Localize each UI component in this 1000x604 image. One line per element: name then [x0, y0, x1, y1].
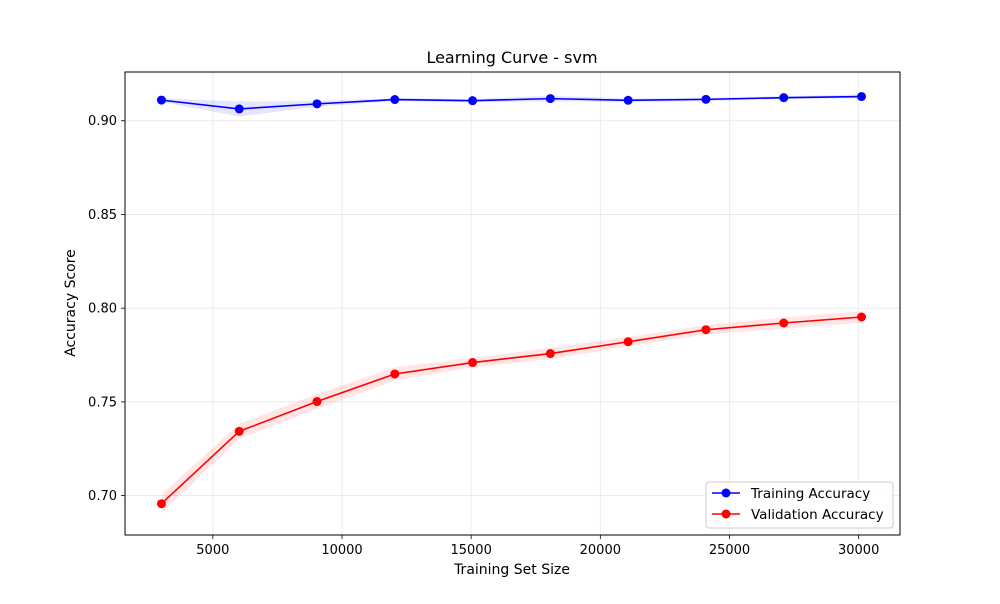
training-accuracy-point: [312, 99, 322, 109]
validation-accuracy-point: [312, 397, 322, 407]
x-tick-label: 20000: [580, 543, 621, 558]
legend-box: [705, 481, 894, 529]
legend-marker-training: [721, 488, 731, 498]
y-tick-label: 0.80: [88, 302, 117, 317]
training-accuracy-point: [234, 104, 244, 114]
y-tick-label: 0.85: [88, 208, 117, 223]
x-tick-label: 25000: [709, 543, 750, 558]
legend-label-training: Training Accuracy: [750, 486, 870, 502]
validation-accuracy-point: [779, 318, 789, 328]
chart-legend: Training Accuracy Validation Accuracy: [705, 481, 894, 529]
validation-accuracy-point: [623, 337, 633, 347]
validation-accuracy-point: [857, 312, 867, 322]
validation-accuracy-line: [160, 316, 862, 505]
x-axis-label: Training Set Size: [453, 562, 570, 578]
x-tick-label: 30000: [838, 543, 879, 558]
validation-accuracy-point: [390, 369, 400, 379]
x-tick-label: 5000: [196, 543, 229, 558]
y-tick-label: 0.70: [88, 489, 117, 504]
training-accuracy-point: [857, 92, 867, 102]
y-axis-ticks: 0.70 0.75 0.80 0.85 0.90: [88, 114, 125, 504]
validation-accuracy-point: [701, 325, 711, 335]
x-axis-ticks: 5000 10000 15000 20000 25000 30000: [196, 535, 879, 558]
training-accuracy-point: [545, 94, 555, 104]
y-tick-label: 0.75: [88, 395, 117, 410]
validation-accuracy-band: [161, 311, 862, 514]
y-tick-label: 0.90: [88, 114, 117, 129]
training-accuracy-point: [701, 94, 711, 104]
series-lines: [160, 95, 862, 505]
x-tick-label: 10000: [321, 543, 362, 558]
series-points: [156, 92, 867, 509]
plot-area-frame: [124, 71, 901, 536]
validation-accuracy-point: [234, 426, 244, 436]
training-accuracy-point: [468, 96, 478, 106]
training-accuracy-point: [156, 95, 166, 105]
validation-accuracy-point: [545, 349, 555, 359]
x-tick-label: 15000: [450, 543, 491, 558]
legend-marker-validation: [721, 509, 731, 519]
training-accuracy-point: [623, 95, 633, 105]
validation-accuracy-point: [468, 358, 478, 368]
chart-title: Learning Curve - svm: [426, 48, 597, 67]
y-axis-label: Accuracy Score: [63, 249, 79, 357]
validation-accuracy-point: [156, 499, 166, 509]
legend-label-validation: Validation Accuracy: [751, 507, 884, 523]
training-accuracy-line: [161, 95, 862, 110]
training-accuracy-point: [779, 93, 789, 103]
training-accuracy-point: [390, 95, 400, 105]
